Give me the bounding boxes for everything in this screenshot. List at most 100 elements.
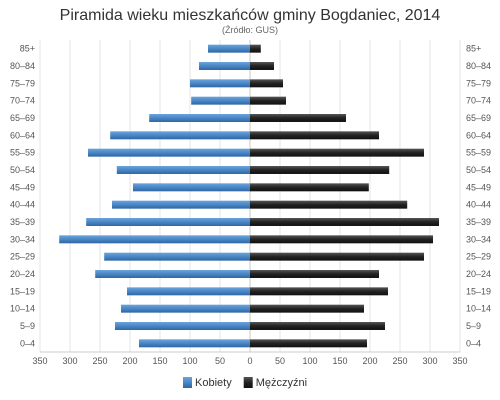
x-tick-label-4: 150 xyxy=(152,356,167,366)
category-label-left-7: 50–54 xyxy=(10,165,35,175)
category-label-right-12: 25–29 xyxy=(466,252,491,262)
category-label-left-5: 60–64 xyxy=(10,130,35,140)
x-axis-ticks: 350 300 250 200 150 100 50 0 50 100 150 200 250 300 35… xyxy=(32,356,467,366)
bar-mezczyzni-7[interactable] xyxy=(250,166,390,174)
category-label-right-6: 55–59 xyxy=(466,148,491,158)
category-label-right-14: 15–19 xyxy=(466,286,491,296)
category-label-left-0: 85+ xyxy=(20,44,35,54)
bar-kobiety-11[interactable] xyxy=(59,235,251,244)
bar-mezczyzni-9[interactable] xyxy=(250,200,408,209)
category-label-left-13: 20–24 xyxy=(10,269,35,279)
x-tick-label-6: 50 xyxy=(215,356,225,366)
bar-kobiety-14[interactable] xyxy=(127,287,250,296)
category-label-left-2: 75–79 xyxy=(10,78,35,88)
chart-subtitle: (Źródło: GUS) xyxy=(222,25,278,35)
bar-kobiety-6[interactable] xyxy=(88,148,250,157)
category-label-left-3: 70–74 xyxy=(10,96,35,106)
legend-swatch-mezczyzni[interactable] xyxy=(243,377,253,388)
bar-mezczyzni-10[interactable] xyxy=(250,218,439,226)
bar-kobiety-15[interactable] xyxy=(121,304,250,313)
category-label-left-12: 25–29 xyxy=(10,252,35,262)
category-label-left-1: 80–84 xyxy=(10,61,35,71)
category-label-right-0: 85+ xyxy=(466,44,481,54)
bar-kobiety-3[interactable] xyxy=(191,96,250,105)
category-label-right-3: 70–74 xyxy=(466,96,491,106)
category-label-left-9: 40–44 xyxy=(10,200,35,210)
category-label-right-2: 75–79 xyxy=(466,78,491,88)
category-label-right-9: 40–44 xyxy=(466,200,491,210)
category-label-left-6: 55–59 xyxy=(10,148,35,158)
bar-mezczyzni-6[interactable] xyxy=(250,148,424,157)
category-label-right-10: 35–39 xyxy=(466,217,491,227)
bars xyxy=(59,44,439,348)
bar-mezczyzni-12[interactable] xyxy=(250,252,424,261)
x-tick-label-13: 300 xyxy=(422,356,437,366)
x-tick-label-7: 0 xyxy=(247,356,252,366)
category-label-left-16: 5–9 xyxy=(20,321,35,331)
bar-mezczyzni-8[interactable] xyxy=(250,183,369,192)
category-label-right-4: 65–69 xyxy=(466,113,491,123)
category-label-right-13: 20–24 xyxy=(466,269,491,279)
bar-mezczyzni-15[interactable] xyxy=(250,304,364,313)
grid-lines xyxy=(39,40,461,353)
category-label-left-17: 0–4 xyxy=(20,338,35,348)
x-tick-label-1: 300 xyxy=(62,356,77,366)
bar-kobiety-5[interactable] xyxy=(110,131,250,140)
legend: Kobiety Mężczyźni xyxy=(183,377,307,389)
bar-kobiety-1[interactable] xyxy=(199,62,250,70)
x-tick-label-0: 350 xyxy=(32,356,47,366)
bar-kobiety-10[interactable] xyxy=(86,218,250,226)
category-label-right-8: 45–49 xyxy=(466,182,491,192)
bar-kobiety-12[interactable] xyxy=(104,252,250,261)
legend-label-mezczyzni[interactable]: Mężczyźni xyxy=(256,377,307,389)
category-label-left-14: 15–19 xyxy=(10,286,35,296)
category-label-right-1: 80–84 xyxy=(466,61,491,71)
chart-title: Piramida wieku mieszkańców gminy Bogdani… xyxy=(60,7,441,24)
category-label-right-15: 10–14 xyxy=(466,304,491,314)
bar-mezczyzni-3[interactable] xyxy=(250,96,286,105)
category-label-left-11: 30–34 xyxy=(10,234,35,244)
category-labels: 85+ 85+ 80–84 80–84 75–79 75–79 70–74 70–74 65–6… xyxy=(10,44,491,349)
category-label-left-15: 10–14 xyxy=(10,304,35,314)
bar-mezczyzni-17[interactable] xyxy=(250,339,367,348)
bar-kobiety-8[interactable] xyxy=(133,183,250,192)
x-tick-label-2: 250 xyxy=(92,356,107,366)
bar-mezczyzni-4[interactable] xyxy=(250,114,346,122)
bar-kobiety-4[interactable] xyxy=(149,114,250,122)
legend-label-kobiety[interactable]: Kobiety xyxy=(195,377,232,389)
category-label-left-8: 45–49 xyxy=(10,182,35,192)
bar-mezczyzni-16[interactable] xyxy=(250,322,385,330)
x-tick-label-5: 100 xyxy=(182,356,197,366)
bar-kobiety-13[interactable] xyxy=(95,270,250,278)
bar-mezczyzni-1[interactable] xyxy=(250,62,274,70)
bar-kobiety-2[interactable] xyxy=(190,79,250,88)
category-label-right-5: 60–64 xyxy=(466,130,491,140)
bar-mezczyzni-13[interactable] xyxy=(250,270,379,278)
bar-kobiety-16[interactable] xyxy=(115,322,250,330)
category-label-left-4: 65–69 xyxy=(10,113,35,123)
category-label-right-7: 50–54 xyxy=(466,165,491,175)
legend-swatch-kobiety[interactable] xyxy=(183,377,192,388)
bar-kobiety-17[interactable] xyxy=(139,339,250,348)
bar-mezczyzni-0[interactable] xyxy=(250,44,261,53)
x-tick-label-14: 350 xyxy=(452,356,467,366)
x-tick-label-10: 150 xyxy=(332,356,347,366)
bar-mezczyzni-2[interactable] xyxy=(250,79,283,88)
x-tick-label-9: 100 xyxy=(302,356,317,366)
category-label-right-16: 5–9 xyxy=(466,321,481,331)
x-tick-label-8: 50 xyxy=(275,356,285,366)
category-label-left-10: 35–39 xyxy=(10,217,35,227)
bar-kobiety-0[interactable] xyxy=(208,44,250,53)
bar-kobiety-7[interactable] xyxy=(116,166,250,174)
bar-mezczyzni-14[interactable] xyxy=(250,287,388,296)
category-label-right-17: 0–4 xyxy=(466,338,481,348)
category-label-right-11: 30–34 xyxy=(466,234,491,244)
x-tick-label-12: 250 xyxy=(392,356,407,366)
x-tick-label-11: 200 xyxy=(362,356,377,366)
bar-mezczyzni-11[interactable] xyxy=(250,235,433,244)
bar-mezczyzni-5[interactable] xyxy=(250,131,379,140)
bar-kobiety-9[interactable] xyxy=(112,200,250,209)
x-tick-label-3: 200 xyxy=(122,356,137,366)
